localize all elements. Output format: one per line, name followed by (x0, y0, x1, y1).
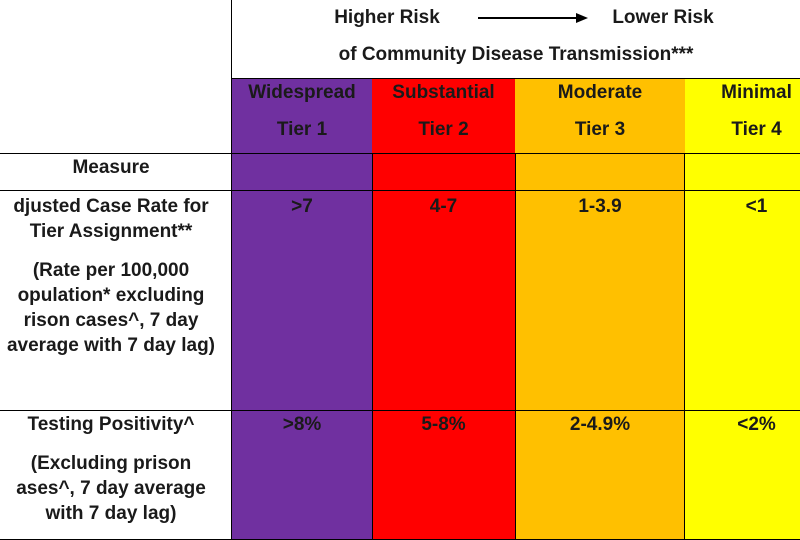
grid-line (232, 78, 800, 79)
positivity-note-line: (Excluding prison (30, 453, 192, 474)
positivity-note-line: with 7 day lag) (45, 503, 177, 524)
positivity-value: >8% (282, 414, 322, 435)
grid-line (684, 153, 685, 540)
tier-column-substantial: Substantial Tier 2 4-7 5-8% (372, 78, 515, 540)
grid-line (0, 153, 800, 154)
case-rate-value: >7 (291, 196, 313, 217)
grid-line (515, 153, 516, 540)
grid-line (0, 190, 800, 191)
case-rate-note-line: (Rate per 100,000 (32, 260, 190, 281)
lower-risk-label: Lower Risk (612, 7, 714, 28)
case-rate-measure: djusted Case Rate for Tier Assignment** … (0, 190, 232, 410)
case-rate-value: 4-7 (429, 196, 458, 217)
tier-column-widespread: Widespread Tier 1 >7 >8% (232, 78, 372, 540)
grid-line (372, 153, 373, 540)
case-rate-value: 1-3.9 (578, 196, 622, 217)
risk-header: Higher Risk Lower Risk of Community Dise… (232, 0, 800, 78)
tier-name: Widespread (248, 82, 356, 103)
measure-header: Measure (72, 157, 150, 178)
positivity-note-line: ases^, 7 day average (16, 478, 206, 499)
arrow-right-icon (478, 13, 588, 23)
tier-name: Substantial (392, 82, 495, 103)
positivity-measure: Testing Positivity^ (Excluding prison as… (0, 410, 232, 540)
tier-column-minimal: Minimal Tier 4 <1 <2% (685, 78, 800, 540)
case-rate-value: <1 (745, 196, 768, 217)
tier-number: Tier 1 (276, 119, 328, 140)
transmission-subtitle: of Community Disease Transmission*** (338, 44, 694, 65)
tier-number: Tier 2 (418, 119, 469, 140)
case-rate-measure-line: djusted Case Rate for (13, 196, 209, 217)
higher-risk-label: Higher Risk (334, 7, 440, 28)
case-rate-note-line: average with 7 day lag) (6, 335, 216, 356)
tier-name: Moderate (557, 82, 643, 103)
positivity-value: 2-4.9% (569, 414, 631, 435)
tier-number: Tier 4 (731, 119, 782, 140)
tier-column-moderate: Moderate Tier 3 1-3.9 2-4.9% (515, 78, 685, 540)
tier-name: Minimal (721, 82, 792, 103)
case-rate-note-line: opulation* excluding (17, 285, 205, 306)
positivity-measure-line: Testing Positivity^ (27, 414, 195, 435)
case-rate-measure-line: Tier Assignment** (29, 221, 193, 242)
case-rate-note-line: rison cases^, 7 day (23, 310, 199, 331)
positivity-value: <2% (737, 414, 776, 435)
positivity-value: 5-8% (421, 414, 466, 435)
grid-line (231, 0, 232, 540)
tier-number: Tier 3 (574, 119, 626, 140)
grid-line (0, 410, 800, 411)
